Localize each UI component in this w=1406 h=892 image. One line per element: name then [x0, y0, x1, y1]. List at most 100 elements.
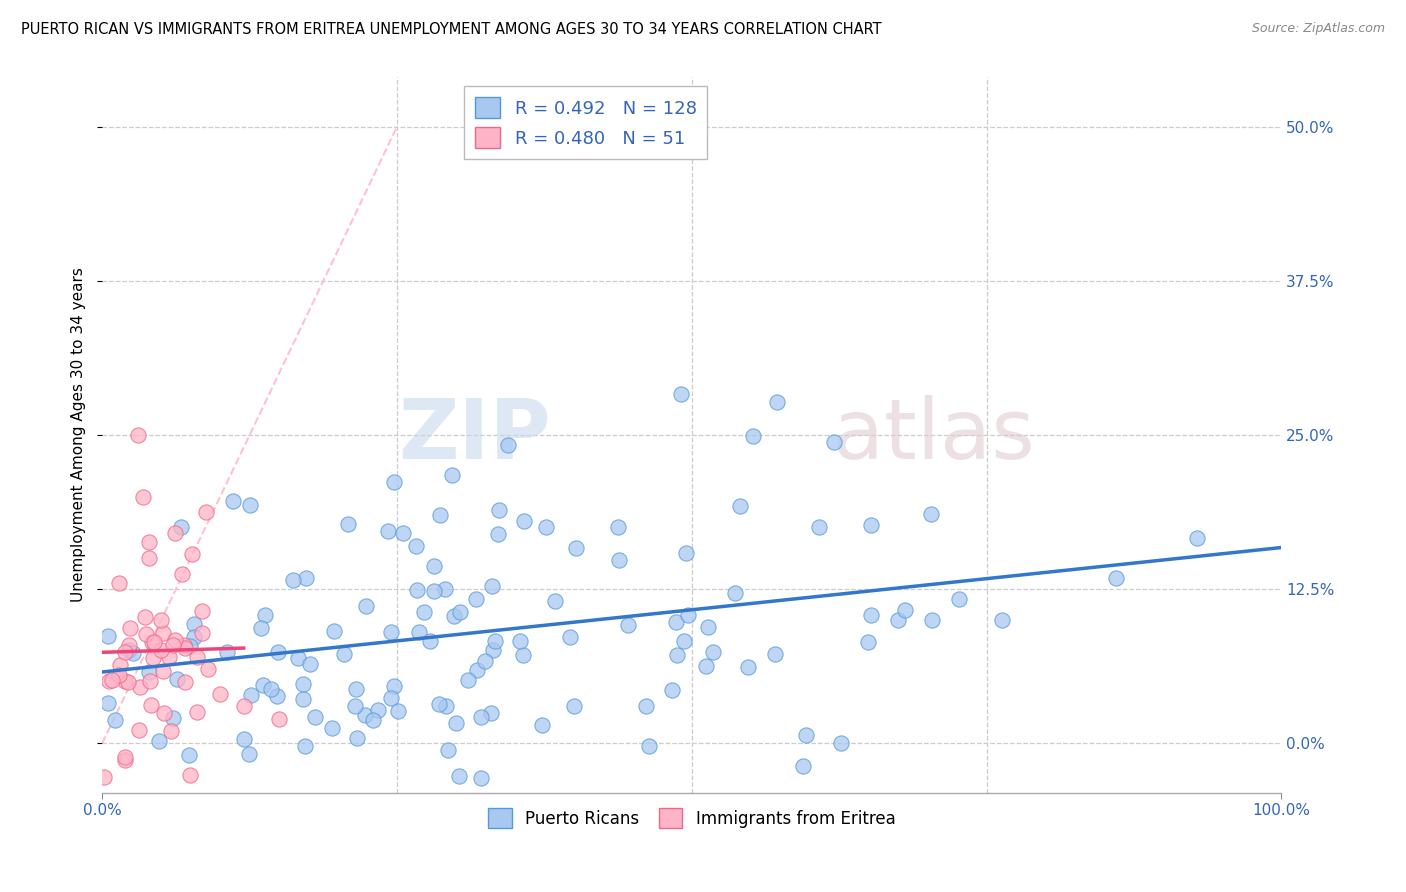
Point	[484, 634, 506, 648]
Point	[488, 503, 510, 517]
Point	[260, 681, 283, 696]
Point	[382, 475, 405, 489]
Point	[763, 647, 786, 661]
Point	[162, 638, 184, 652]
Point	[741, 429, 763, 443]
Point	[794, 728, 817, 742]
Point	[887, 614, 910, 628]
Point	[665, 648, 688, 663]
Point	[405, 582, 427, 597]
Point	[792, 758, 814, 772]
Point	[412, 605, 434, 619]
Point	[893, 603, 915, 617]
Point	[696, 620, 718, 634]
Point	[100, 673, 122, 687]
Point	[142, 651, 165, 665]
Point	[672, 633, 695, 648]
Point	[172, 567, 194, 582]
Point	[141, 698, 163, 712]
Point	[177, 748, 200, 763]
Point	[565, 541, 588, 556]
Point	[482, 643, 505, 657]
Point	[423, 558, 446, 573]
Point	[616, 618, 638, 632]
Point	[724, 586, 747, 600]
Point	[332, 648, 354, 662]
Point	[474, 654, 496, 668]
Point	[97, 629, 120, 643]
Point	[344, 698, 367, 713]
Point	[186, 650, 208, 665]
Point	[1185, 531, 1208, 545]
Point	[434, 582, 457, 596]
Point	[437, 742, 460, 756]
Point	[427, 698, 450, 712]
Point	[179, 640, 201, 654]
Point	[197, 662, 219, 676]
Point	[859, 518, 882, 533]
Point	[562, 698, 585, 713]
Point	[127, 428, 149, 442]
Point	[292, 677, 315, 691]
Point	[486, 527, 509, 541]
Point	[637, 739, 659, 753]
Point	[665, 615, 688, 629]
Point	[671, 387, 693, 401]
Point	[446, 716, 468, 731]
Point	[464, 592, 486, 607]
Point	[266, 690, 288, 704]
Point	[702, 644, 724, 658]
Point	[676, 608, 699, 623]
Point	[215, 644, 238, 658]
Point	[114, 645, 136, 659]
Point	[267, 712, 290, 726]
Point	[661, 682, 683, 697]
Point	[118, 621, 141, 635]
Point	[513, 514, 536, 528]
Point	[447, 769, 470, 783]
Point	[135, 626, 157, 640]
Point	[292, 691, 315, 706]
Legend: Puerto Ricans, Immigrants from Eritrea: Puerto Ricans, Immigrants from Eritrea	[481, 802, 903, 834]
Point	[174, 641, 197, 656]
Point	[166, 672, 188, 686]
Point	[382, 679, 405, 693]
Point	[636, 698, 658, 713]
Point	[387, 704, 409, 718]
Point	[496, 438, 519, 452]
Point	[150, 613, 173, 627]
Point	[240, 689, 263, 703]
Point	[233, 732, 256, 747]
Point	[823, 435, 845, 450]
Y-axis label: Unemployment Among Ages 30 to 34 years: Unemployment Among Ages 30 to 34 years	[72, 268, 86, 602]
Point	[129, 680, 152, 694]
Point	[675, 546, 697, 560]
Point	[114, 753, 136, 767]
Point	[377, 524, 399, 538]
Point	[253, 608, 276, 623]
Point	[948, 592, 970, 607]
Point	[367, 703, 389, 717]
Point	[150, 642, 173, 657]
Point	[132, 490, 155, 504]
Text: Source: ZipAtlas.com: Source: ZipAtlas.com	[1251, 22, 1385, 36]
Point	[183, 617, 205, 632]
Point	[153, 706, 176, 721]
Point	[173, 674, 195, 689]
Point	[163, 632, 186, 647]
Point	[323, 624, 346, 638]
Point	[183, 630, 205, 644]
Point	[298, 657, 321, 672]
Point	[98, 673, 121, 688]
Point	[423, 583, 446, 598]
Point	[141, 635, 163, 649]
Point	[449, 605, 471, 619]
Point	[142, 635, 165, 649]
Point	[138, 674, 160, 689]
Point	[470, 710, 492, 724]
Point	[170, 519, 193, 533]
Point	[354, 599, 377, 613]
Point	[380, 625, 402, 640]
Point	[920, 507, 942, 521]
Point	[419, 633, 441, 648]
